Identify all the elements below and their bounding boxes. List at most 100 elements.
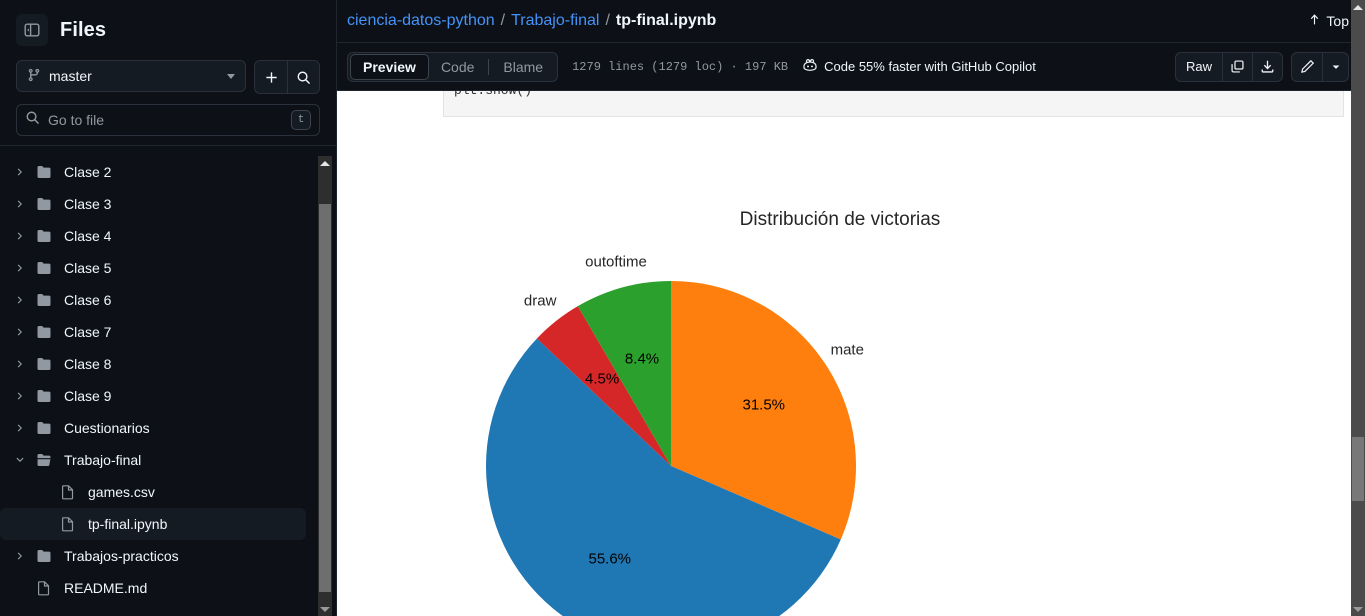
tree-item-label: Trabajos-practicos (64, 548, 179, 564)
copilot-promo[interactable]: Code 55% faster with GitHub Copilot (802, 57, 1036, 76)
folder-icon (32, 196, 56, 212)
breadcrumb-repo[interactable]: ciencia-datos-python (347, 12, 495, 29)
folder-icon (32, 356, 56, 372)
tree-folder-row[interactable]: Clase 4 (0, 220, 306, 252)
page-scrollbar[interactable] (1351, 0, 1365, 616)
tab-code[interactable]: Code (440, 58, 475, 75)
chevron-right-icon[interactable] (8, 230, 32, 242)
notebook-preview: plt.show() Distribución de victorias 31.… (337, 90, 1365, 616)
chevron-right-icon[interactable] (8, 166, 32, 178)
pie-label-outoftime: outoftime (585, 253, 647, 271)
file-meta: 1279 lines (1279 loc) · 197 KB (572, 59, 789, 74)
pie-slice-mate (671, 281, 856, 540)
tree-folder-row[interactable]: Clase 8 (0, 348, 306, 380)
download-icon[interactable] (1252, 52, 1282, 81)
tree-folder-row[interactable]: Clase 10 (0, 145, 306, 156)
top-link[interactable]: Top (1308, 13, 1349, 29)
tree-item-label: Clase 7 (64, 324, 112, 340)
chevron-right-icon[interactable] (8, 262, 32, 274)
sidebar-action-group (254, 60, 320, 94)
folder-icon (32, 146, 56, 148)
page-scrollbar-thumb[interactable] (1352, 437, 1364, 501)
pencil-icon[interactable] (1292, 53, 1322, 81)
folder-icon (32, 548, 56, 564)
folder-icon (32, 324, 56, 340)
plus-icon[interactable] (255, 61, 287, 93)
tree-item-label: Cuestionarios (64, 420, 150, 436)
tab-preview[interactable]: Preview (350, 53, 429, 80)
chevron-right-icon[interactable] (8, 294, 32, 306)
tree-folder-row[interactable]: Clase 9 (0, 380, 306, 412)
chevron-down-icon[interactable] (8, 454, 32, 466)
raw-button[interactable]: Raw (1185, 59, 1212, 74)
scroll-up-arrow-icon[interactable] (318, 156, 332, 170)
folder-icon (32, 260, 56, 276)
search-shortcut-key: t (291, 110, 311, 130)
file-toolbar: Preview Code Blame 1279 lines (1279 loc)… (337, 43, 1365, 90)
pie-percent-mate: 31.5% (742, 396, 786, 414)
tree-folder-row[interactable]: Clase 2 (0, 156, 306, 188)
folder-icon (32, 388, 56, 404)
branch-selector[interactable]: master (16, 60, 246, 92)
pie-label-draw: draw (523, 292, 557, 310)
sidebar-collapse-icon[interactable] (16, 14, 48, 46)
tree-folder-row[interactable]: Trabajo-final (0, 444, 306, 476)
tree-item-label: games.csv (88, 484, 155, 500)
scroll-down-arrow-icon[interactable] (318, 602, 332, 616)
breadcrumb-folder[interactable]: Trabajo-final (511, 12, 600, 29)
tree-item-label: Clase 5 (64, 260, 112, 276)
tree-folder-row[interactable]: Clase 7 (0, 316, 306, 348)
breadcrumb: ciencia-datos-python / Trabajo-final / t… (337, 0, 1365, 43)
top-link-label: Top (1326, 13, 1349, 29)
chevron-right-icon[interactable] (8, 198, 32, 210)
tree-file-row[interactable]: tp-final.ipynb (0, 508, 306, 540)
copy-icon[interactable] (1222, 52, 1252, 81)
tree-folder-row[interactable]: Clase 6 (0, 284, 306, 316)
tree-item-label: Clase 2 (64, 164, 112, 180)
arrow-up-icon (1308, 13, 1321, 29)
pie-percent-outoftime: 8.4% (624, 350, 660, 368)
branch-name: master (49, 68, 92, 84)
pie-percent-resign: 55.6% (588, 550, 632, 568)
chevron-right-icon[interactable] (8, 326, 32, 338)
sidebar-scrollbar[interactable] (318, 156, 332, 616)
tree-folder-row[interactable]: Clase 5 (0, 252, 306, 284)
main-content: ciencia-datos-python / Trabajo-final / t… (337, 0, 1365, 616)
scroll-up-arrow-icon[interactable] (1351, 0, 1365, 14)
sidebar-header: Files (0, 0, 336, 56)
file-actions: Raw (1174, 51, 1349, 82)
tree-file-row[interactable]: README.md (0, 572, 306, 604)
chevron-right-icon[interactable] (8, 145, 32, 146)
chevron-down-icon[interactable] (1322, 52, 1348, 81)
breadcrumb-separator: / (500, 12, 506, 29)
raw-actions-group: Raw (1174, 51, 1283, 82)
chevron-right-icon[interactable] (8, 390, 32, 402)
folder-icon (32, 420, 56, 436)
chevron-right-icon[interactable] (8, 422, 32, 434)
tree-item-label: Clase 9 (64, 388, 112, 404)
tree-item-label: README.md (64, 580, 148, 596)
tree-file-row[interactable]: games.csv (0, 476, 306, 508)
tab-divider (488, 58, 490, 75)
chevron-right-icon[interactable] (8, 358, 32, 370)
chevron-right-icon[interactable] (8, 550, 32, 562)
sidebar-scrollbar-thumb[interactable] (319, 204, 331, 592)
pie-slice-resign (486, 338, 841, 616)
search-input[interactable]: Go to file t (16, 104, 320, 136)
tab-blame[interactable]: Blame (503, 58, 544, 75)
copilot-label: Code 55% faster with GitHub Copilot (824, 59, 1036, 74)
scroll-down-arrow-icon[interactable] (1351, 602, 1365, 616)
tree-item-label: Clase 8 (64, 356, 112, 372)
tree-folder-row[interactable]: Clase 3 (0, 188, 306, 220)
tree-item-label: Clase 3 (64, 196, 112, 212)
file-tree-sidebar: Files master (0, 0, 337, 616)
tree-folder-row[interactable]: Trabajos-practicos (0, 540, 306, 572)
search-icon[interactable] (287, 61, 319, 93)
view-tabs: Preview Code Blame (347, 51, 559, 82)
pie-label-mate: mate (830, 341, 864, 359)
page-title: Files (60, 18, 107, 41)
folder-icon (32, 292, 56, 308)
file-tree: Clase 10 Clase 2 Clase 3 Clase 4 Clase 5 Clas… (0, 145, 336, 616)
tree-folder-row[interactable]: Cuestionarios (0, 412, 306, 444)
